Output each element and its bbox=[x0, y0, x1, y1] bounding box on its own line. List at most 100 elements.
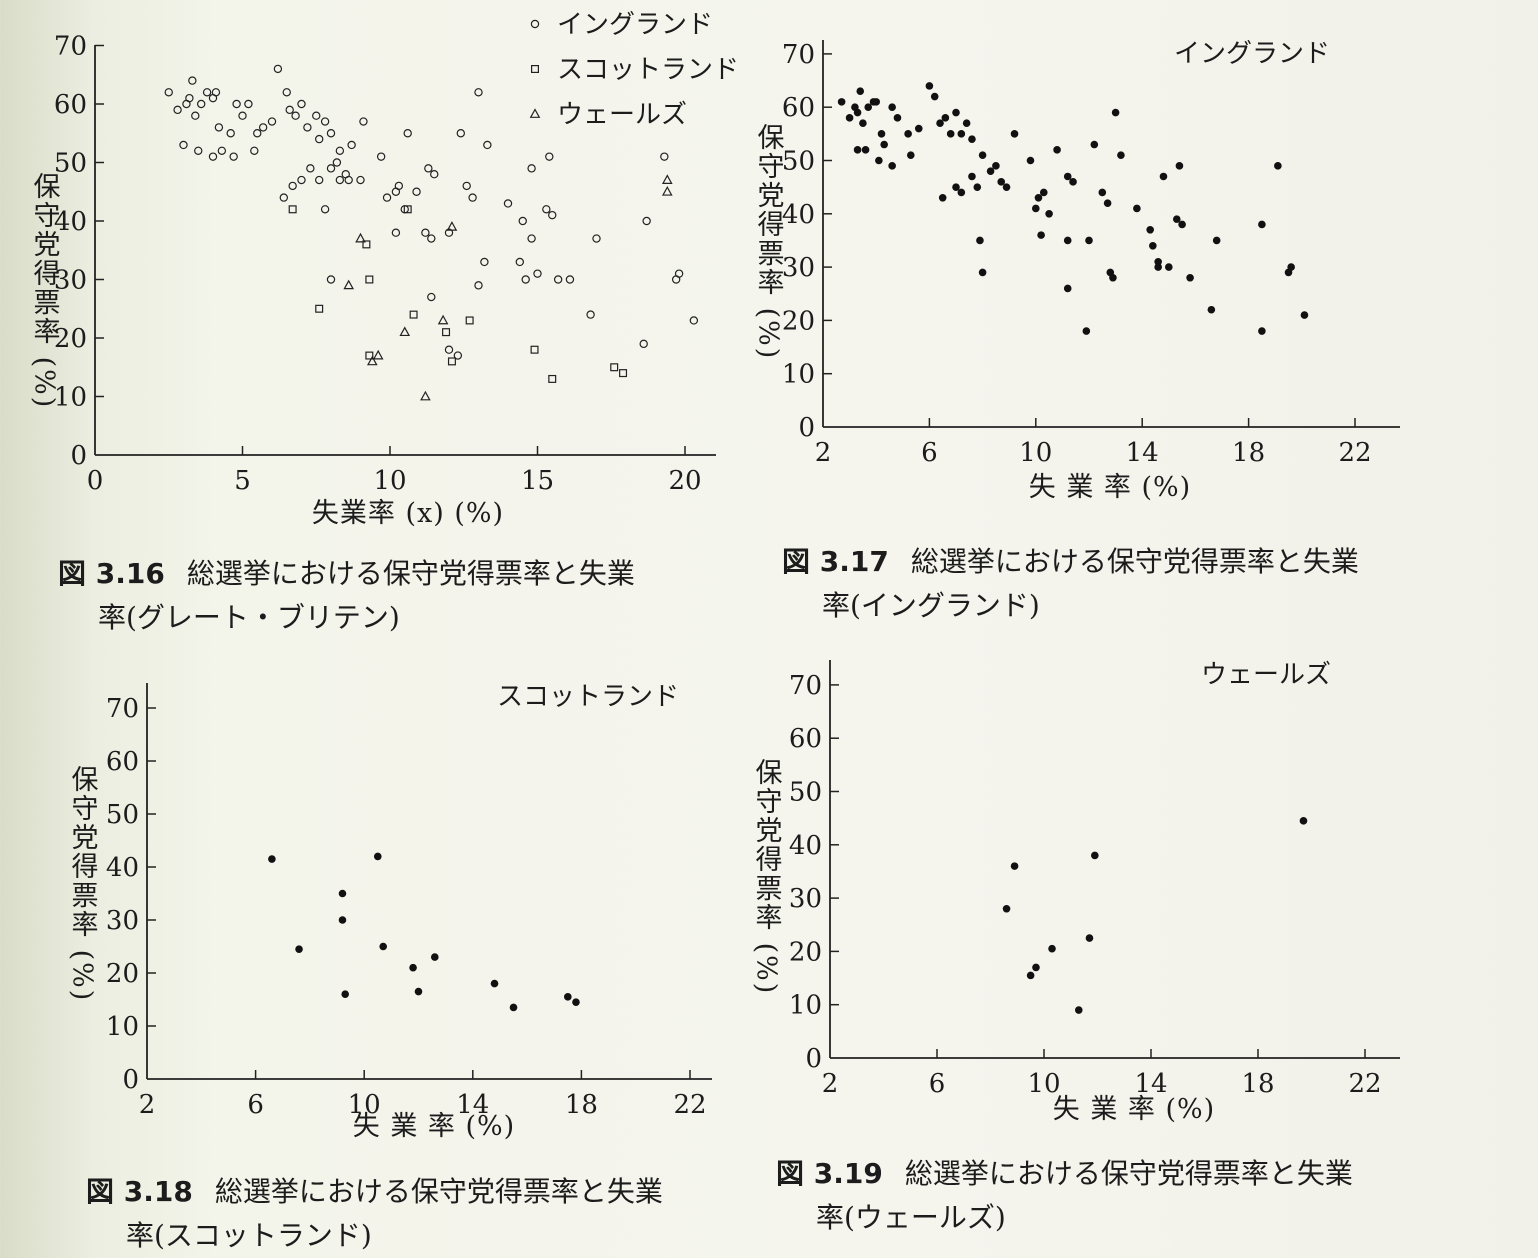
data-point bbox=[1085, 934, 1094, 942]
x-axis-label: 失 業 率 (%) bbox=[1053, 1094, 1215, 1125]
data-point bbox=[880, 140, 888, 149]
data-point bbox=[1111, 108, 1120, 117]
data-point-england bbox=[196, 99, 206, 109]
caption-fig-3-17: 図 3.17 総選挙における保守党得票率と失業 率(イングランド) bbox=[782, 540, 1442, 628]
y-tick-label: 50 bbox=[54, 149, 87, 179]
data-point-england bbox=[453, 351, 463, 360]
data-point bbox=[1154, 263, 1162, 271]
data-point-england bbox=[427, 292, 436, 302]
data-point-scotland bbox=[409, 310, 418, 319]
data-point-england bbox=[553, 275, 563, 284]
y-tick-label: 70 bbox=[789, 671, 822, 701]
x-tick-label: 18 bbox=[1241, 1069, 1274, 1099]
data-point-scotland bbox=[365, 275, 374, 284]
scatter-plot-3: 0 10 20 30 40 50 60 70 2 6 10 14 18 22 保守党得票率 (%) 失 業 率… bbox=[67, 682, 712, 1142]
panel-title: イングランド bbox=[1174, 39, 1330, 69]
panel-title: スコットランド bbox=[497, 682, 679, 712]
x-tick-label: 2 bbox=[815, 438, 832, 468]
y-tick-label: 30 bbox=[106, 906, 139, 936]
x-tick-label: 15 bbox=[521, 466, 554, 496]
data-point bbox=[986, 167, 995, 175]
y-axis-label: 保守党得票率 (%) bbox=[753, 123, 785, 361]
data-point bbox=[941, 114, 950, 122]
x-tick-label: 2 bbox=[139, 1090, 156, 1120]
data-point-england bbox=[391, 228, 401, 237]
data-point-wales bbox=[343, 279, 355, 290]
data-point bbox=[379, 942, 388, 951]
data-point-england bbox=[639, 339, 648, 349]
caption-line1: 総選挙における保守党得票率と失業 bbox=[904, 1157, 1353, 1190]
data-point bbox=[409, 963, 417, 972]
x-tick-label: 20 bbox=[668, 466, 701, 496]
y-tick-label: 30 bbox=[782, 253, 815, 283]
data-point-england bbox=[297, 99, 306, 109]
data-point bbox=[1300, 311, 1309, 319]
data-point-england bbox=[424, 164, 433, 173]
x-tick-label: 22 bbox=[1338, 438, 1371, 468]
data-point bbox=[936, 119, 944, 127]
x-tick-label: 10 bbox=[373, 466, 406, 496]
x-axis-label: 失業率 (x) (%) bbox=[312, 498, 504, 529]
y-tick-label: 50 bbox=[782, 147, 815, 177]
data-point-england bbox=[586, 310, 595, 319]
y-tick-label: 10 bbox=[782, 360, 815, 390]
data-point-wales bbox=[420, 390, 431, 401]
data-point-england bbox=[214, 123, 224, 132]
y-tick-label: 60 bbox=[789, 724, 822, 754]
data-point-wales bbox=[661, 174, 673, 184]
data-point-england bbox=[412, 187, 421, 196]
data-point-england bbox=[291, 111, 300, 120]
data-point-england bbox=[250, 146, 259, 155]
data-point-scotland bbox=[548, 374, 557, 383]
caption-line1: 総選挙における保守党得票率と失業 bbox=[186, 557, 635, 590]
data-point-england bbox=[306, 164, 315, 173]
data-point bbox=[338, 916, 347, 924]
data-point bbox=[957, 188, 966, 197]
x-tick-label: 2 bbox=[822, 1069, 839, 1099]
y-tick-label: 0 bbox=[122, 1065, 139, 1095]
data-point-england bbox=[344, 175, 353, 185]
y-tick-label: 60 bbox=[782, 93, 815, 123]
data-point bbox=[414, 987, 423, 996]
data-point bbox=[888, 162, 896, 170]
data-point-scotland bbox=[315, 304, 324, 313]
data-point bbox=[1032, 204, 1040, 213]
caption-number: 図 3.18 bbox=[86, 1175, 193, 1208]
data-point-england bbox=[421, 228, 430, 237]
y-tick-label: 40 bbox=[54, 207, 87, 237]
data-point-england bbox=[689, 316, 699, 325]
data-point bbox=[914, 124, 923, 133]
data-point-england bbox=[542, 205, 551, 214]
panel-title: ウェールズ bbox=[1201, 660, 1331, 690]
data-point bbox=[1090, 140, 1099, 149]
data-point-england bbox=[253, 129, 262, 138]
data-point-england bbox=[179, 140, 188, 150]
x-tick-label: 10 bbox=[1027, 1069, 1060, 1099]
data-point-england bbox=[480, 257, 489, 267]
data-point bbox=[1010, 130, 1019, 138]
data-point-wales bbox=[661, 186, 673, 196]
data-point bbox=[1212, 236, 1221, 245]
data-point-england bbox=[315, 134, 324, 144]
data-point bbox=[1039, 188, 1048, 197]
data-point-england bbox=[527, 164, 536, 173]
data-point bbox=[1045, 210, 1053, 218]
y-axis-label: 保守党得票率 (%) bbox=[29, 172, 61, 410]
data-point bbox=[1063, 172, 1072, 181]
data-point bbox=[1074, 1006, 1083, 1014]
data-point-england bbox=[326, 275, 336, 284]
caption-line2: 率(グレート・ブリテン) bbox=[98, 601, 400, 634]
data-point bbox=[968, 172, 976, 181]
x-tick-label: 10 bbox=[348, 1090, 381, 1120]
y-tick-label: 70 bbox=[782, 40, 815, 70]
legend-label: イングランド bbox=[557, 10, 713, 40]
data-point bbox=[1026, 156, 1035, 165]
y-tick-label: 20 bbox=[782, 306, 815, 336]
data-point-england bbox=[217, 146, 227, 155]
data-point bbox=[1048, 944, 1056, 953]
data-point bbox=[962, 119, 971, 127]
data-point-scotland bbox=[530, 64, 539, 73]
y-tick-label: 50 bbox=[106, 800, 139, 830]
data-point-england bbox=[382, 193, 392, 202]
data-point bbox=[1154, 257, 1162, 266]
